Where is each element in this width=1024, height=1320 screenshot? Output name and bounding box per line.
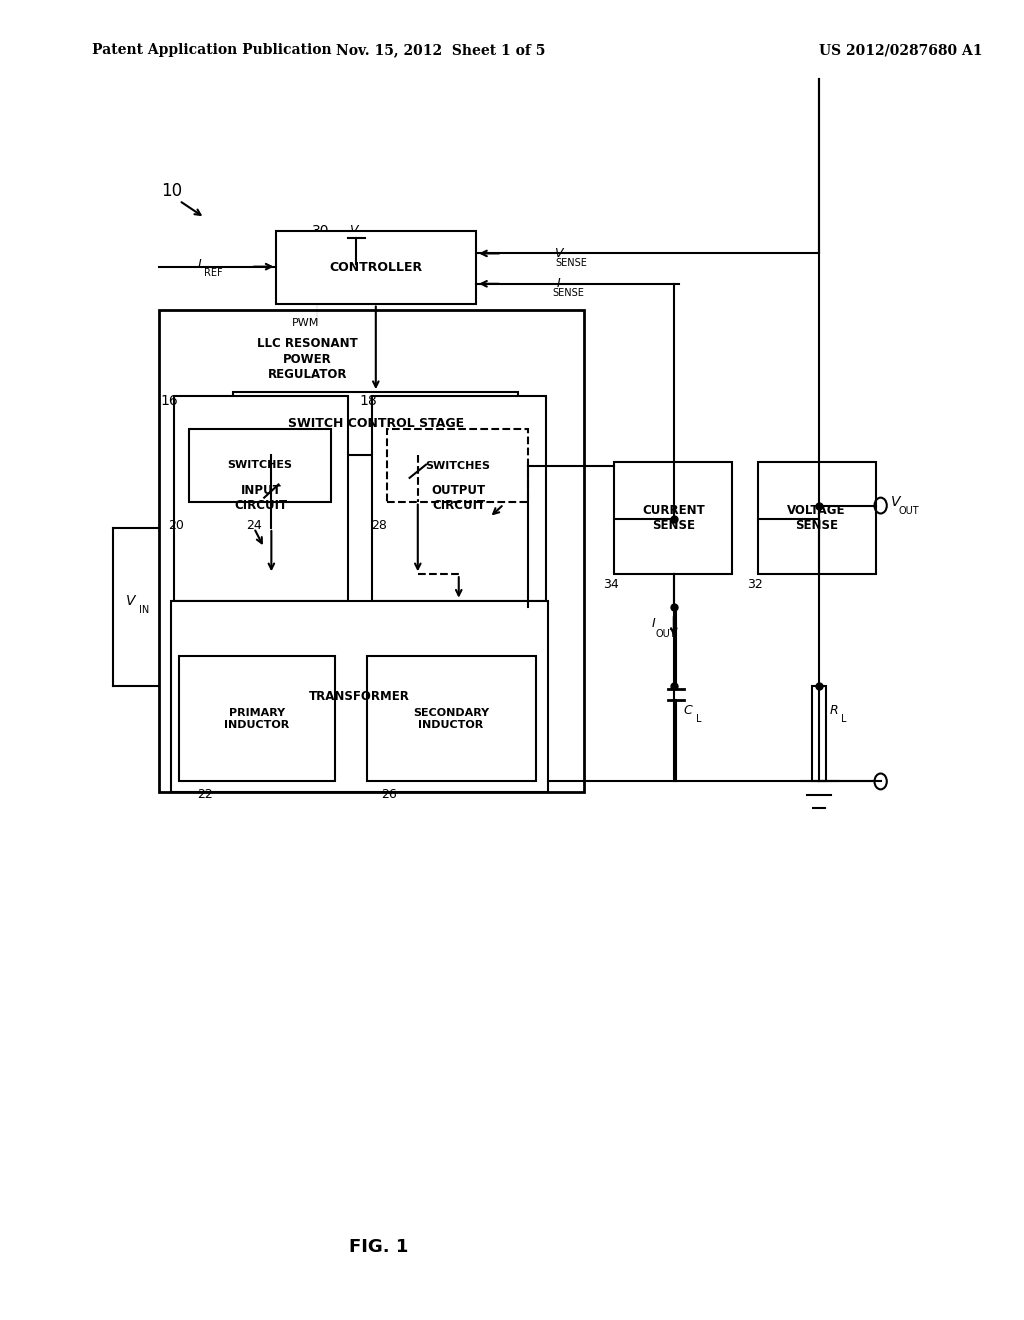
Text: C: C [684, 704, 692, 717]
Text: SWITCHES: SWITCHES [425, 461, 490, 471]
Text: OUT: OUT [899, 506, 920, 516]
Text: PWM: PWM [292, 318, 318, 329]
Text: REGULATOR: REGULATOR [267, 368, 347, 381]
Text: L: L [695, 714, 701, 725]
Text: 14: 14 [505, 488, 523, 502]
Text: L: L [841, 714, 847, 725]
Bar [159, 310, 584, 792]
Text: SECONDARY
INDUCTOR: SECONDARY INDUCTOR [413, 708, 489, 730]
Bar [189, 429, 331, 502]
Text: SW: SW [378, 475, 396, 486]
Text: PRIMARY
INDUCTOR: PRIMARY INDUCTOR [224, 708, 290, 730]
Text: Nov. 15, 2012  Sheet 1 of 5: Nov. 15, 2012 Sheet 1 of 5 [336, 44, 545, 57]
Text: V: V [891, 495, 901, 508]
Text: SWITCHES: SWITCHES [227, 461, 293, 470]
Bar [179, 656, 335, 781]
Text: 24: 24 [246, 519, 262, 532]
Text: SENSE: SENSE [555, 257, 588, 268]
Text: OUT: OUT [655, 628, 676, 639]
Text: VOLTAGE
SENSE: VOLTAGE SENSE [787, 504, 846, 532]
Text: IN: IN [139, 605, 150, 615]
Text: SW: SW [234, 475, 253, 486]
Text: LLC RESONANT: LLC RESONANT [257, 337, 357, 350]
Text: V: V [349, 224, 357, 238]
Text: 12: 12 [201, 426, 219, 440]
Text: REF: REF [357, 235, 376, 246]
Bar [614, 462, 732, 574]
Bar [171, 601, 548, 792]
Bar [387, 429, 528, 502]
Text: CURRENT
SENSE: CURRENT SENSE [642, 504, 705, 532]
Text: 22: 22 [197, 788, 213, 801]
Text: REF: REF [204, 268, 222, 279]
Text: 1: 1 [258, 484, 264, 495]
Bar [367, 656, 536, 781]
Bar [174, 396, 348, 601]
Text: 20: 20 [168, 519, 184, 532]
Text: I: I [556, 277, 560, 290]
Bar [233, 392, 518, 455]
Text: I: I [198, 257, 202, 271]
Text: FIG. 1: FIG. 1 [349, 1238, 409, 1257]
Text: 10: 10 [162, 182, 182, 201]
Text: INPUT
CIRCUIT: INPUT CIRCUIT [234, 484, 288, 512]
Text: 28: 28 [371, 519, 387, 532]
Text: 16: 16 [160, 395, 178, 408]
Text: 18: 18 [359, 395, 378, 408]
Bar [758, 462, 876, 574]
Text: 2: 2 [401, 484, 408, 495]
Text: OUTPUT
CIRCUIT: OUTPUT CIRCUIT [432, 484, 485, 512]
Text: TRANSFORMER: TRANSFORMER [309, 690, 410, 702]
Text: CONTROLLER: CONTROLLER [330, 261, 423, 273]
Bar [276, 231, 476, 304]
Text: V: V [126, 594, 136, 607]
Text: POWER: POWER [283, 352, 332, 366]
Text: 26: 26 [381, 788, 397, 801]
Text: Patent Application Publication: Patent Application Publication [92, 44, 332, 57]
Text: 34: 34 [603, 578, 620, 591]
Text: SENSE: SENSE [552, 288, 585, 298]
Text: SWITCH CONTROL STAGE: SWITCH CONTROL STAGE [288, 417, 464, 430]
Text: V: V [554, 247, 562, 260]
Text: 32: 32 [746, 578, 763, 591]
Text: I: I [651, 616, 655, 630]
Text: 30: 30 [311, 224, 330, 238]
Bar [812, 686, 826, 781]
Text: US 2012/0287680 A1: US 2012/0287680 A1 [819, 44, 983, 57]
Bar [372, 396, 546, 601]
Text: R: R [829, 704, 838, 717]
